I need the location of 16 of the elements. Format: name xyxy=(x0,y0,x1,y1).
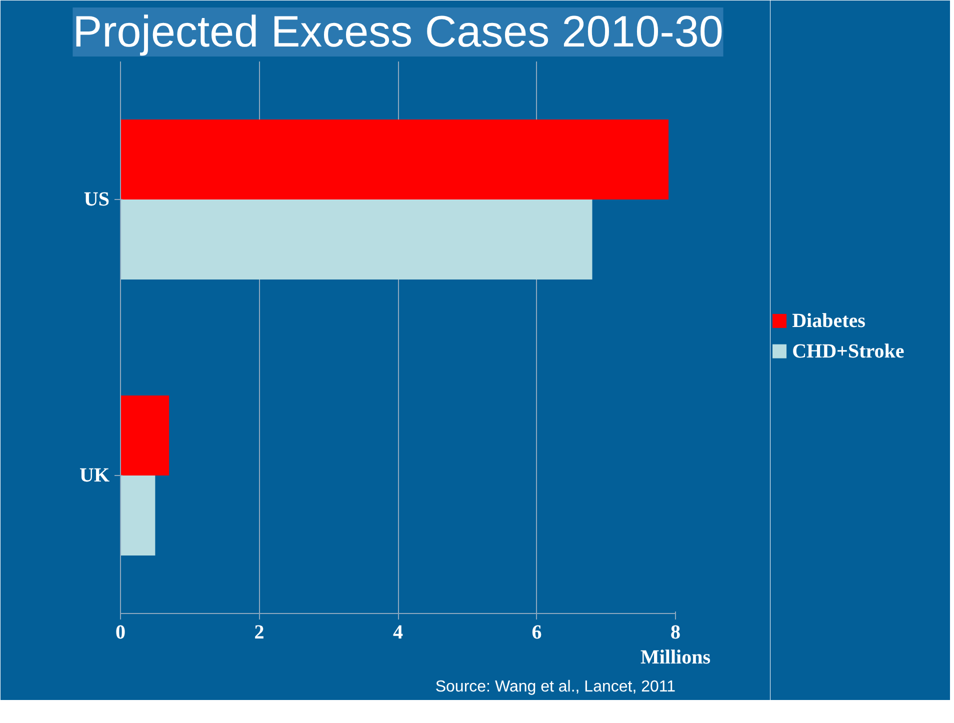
y-tick-label: UK xyxy=(80,464,110,486)
x-tick-label: 2 xyxy=(254,622,264,644)
x-tick-label: 4 xyxy=(393,622,403,644)
bar xyxy=(120,200,592,280)
source-note: Source: Wang et al., Lancet, 2011 xyxy=(435,678,676,696)
x-axis-title: Millions xyxy=(640,646,711,668)
x-tick-label: 8 xyxy=(670,622,680,644)
bar xyxy=(120,119,669,200)
bar xyxy=(120,476,156,556)
x-tick-label: 0 xyxy=(116,622,126,644)
bar xyxy=(120,395,170,476)
legend-label: CHD+Stroke xyxy=(792,340,904,362)
x-tick-label: 6 xyxy=(532,622,542,644)
chart-title: Projected Excess Cases 2010-30 xyxy=(72,8,724,56)
legend-label: Diabetes xyxy=(792,310,866,332)
y-tick-label: US xyxy=(84,188,110,210)
